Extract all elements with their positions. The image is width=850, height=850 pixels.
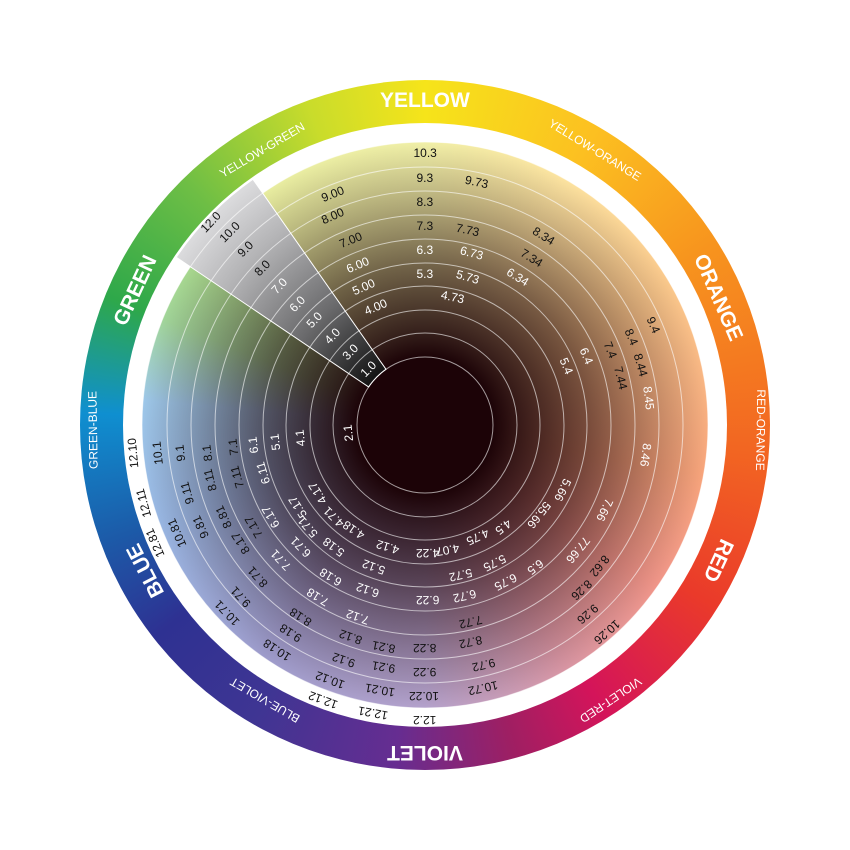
shade-ring-lines xyxy=(141,141,709,709)
shade-label: 10.1 xyxy=(149,440,166,466)
shade-label: 8.45 xyxy=(639,385,657,411)
shade-ring-line xyxy=(332,332,518,518)
shade-ring-line xyxy=(285,285,565,565)
shade-ring-line xyxy=(309,309,541,541)
shade-ring-line xyxy=(166,166,684,684)
shade-ring-line xyxy=(214,214,636,636)
shade-label: 7.3 xyxy=(416,219,434,233)
shade-label: 10.22 xyxy=(408,688,440,704)
shade-ring-line xyxy=(262,262,588,588)
hue-label: YELLOW xyxy=(380,88,470,112)
shade-label: 2.1 xyxy=(340,423,356,443)
shade-label: 8.22 xyxy=(412,640,436,656)
hue-label: VIOLET xyxy=(387,740,463,764)
shade-label: 6.3 xyxy=(416,243,434,257)
shade-label: 5.1 xyxy=(266,432,283,452)
shade-label: 5.3 xyxy=(416,267,434,281)
shade-label: 4.1 xyxy=(292,428,308,448)
shade-label: 6.1 xyxy=(244,435,261,455)
shade-ring-line xyxy=(238,238,612,612)
shade-label: 8.46 xyxy=(636,442,654,468)
shade-ring-line xyxy=(356,356,494,494)
shade-label: 9.21 xyxy=(370,658,396,676)
shade-label: 4.22 xyxy=(415,545,439,561)
shade-label: 10.3 xyxy=(413,146,437,160)
shade-label: 9.3 xyxy=(416,171,434,185)
shade-label: 12.2 xyxy=(412,712,436,728)
hue-label: RED-ORANGE xyxy=(752,389,768,471)
shade-label: 8.1 xyxy=(198,443,215,463)
shade-label: 12.10 xyxy=(124,437,142,469)
shade-label: 7.1 xyxy=(224,437,241,457)
shade-ring-line xyxy=(190,190,660,660)
shade-ring-line xyxy=(141,141,709,709)
hue-label: GREEN-BLUE xyxy=(85,390,101,470)
shade-label: 8.3 xyxy=(416,195,434,209)
shade-label: 9.1 xyxy=(171,443,188,463)
shade-label: 9.22 xyxy=(412,664,436,680)
shade-label: 6.22 xyxy=(415,592,439,608)
